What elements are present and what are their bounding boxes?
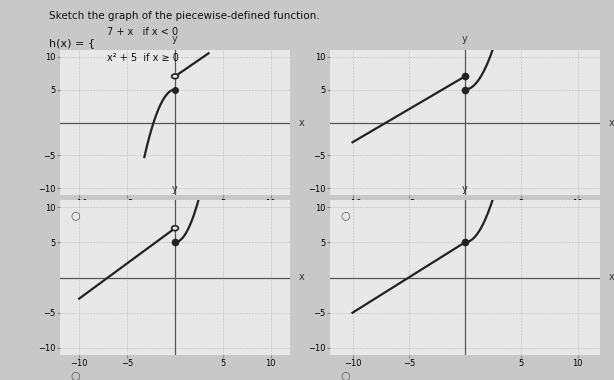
- Text: ○: ○: [70, 370, 80, 380]
- Circle shape: [172, 74, 178, 79]
- Text: h(x) = {: h(x) = {: [49, 38, 95, 48]
- Text: ○: ○: [70, 210, 80, 220]
- Text: y: y: [172, 184, 178, 194]
- Text: y: y: [462, 184, 468, 194]
- Text: x: x: [608, 272, 614, 282]
- Text: x: x: [298, 117, 304, 128]
- Text: x: x: [608, 117, 614, 128]
- Text: x: x: [298, 272, 304, 282]
- Text: Sketch the graph of the piecewise-defined function.: Sketch the graph of the piecewise-define…: [49, 11, 320, 21]
- Text: 7 + x   if x < 0: 7 + x if x < 0: [107, 27, 179, 36]
- Text: ○: ○: [340, 210, 350, 220]
- Text: ○: ○: [340, 370, 350, 380]
- Text: y: y: [462, 34, 468, 44]
- Text: x² + 5  if x ≥ 0: x² + 5 if x ≥ 0: [107, 53, 179, 63]
- Text: y: y: [172, 34, 178, 44]
- Circle shape: [172, 226, 178, 231]
